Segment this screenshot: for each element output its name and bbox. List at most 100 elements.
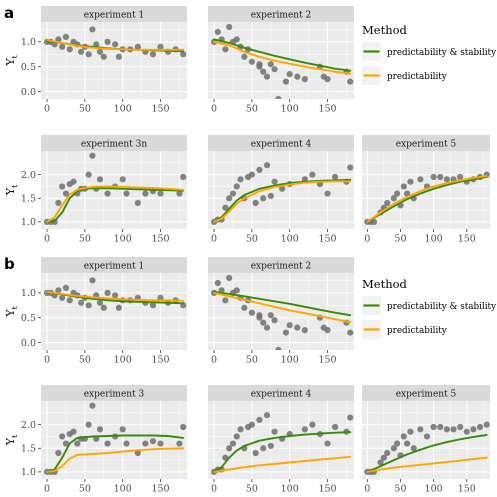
x-tick-label: 50 bbox=[246, 484, 258, 495]
fit-lines bbox=[213, 38, 352, 75]
x-tick-label: 150 bbox=[458, 484, 476, 495]
facet-title: experiment 2 bbox=[251, 11, 312, 21]
data-point bbox=[470, 426, 477, 433]
data-point bbox=[437, 173, 444, 181]
data-point bbox=[157, 43, 164, 50]
y-axis-label-subscript: t bbox=[10, 435, 19, 438]
data-point bbox=[377, 459, 384, 466]
x-tick-label: 50 bbox=[246, 234, 258, 245]
y-axis-label-subscript: t bbox=[10, 55, 19, 58]
data-point bbox=[271, 178, 278, 185]
data-point bbox=[233, 287, 240, 294]
y-axis-label-main: Y bbox=[4, 58, 17, 67]
gridlines bbox=[362, 151, 490, 229]
y-tick-label: 1.5 bbox=[21, 194, 36, 205]
plot-area bbox=[41, 401, 187, 479]
data-point bbox=[89, 26, 96, 33]
data-point bbox=[394, 190, 401, 197]
y-axis-label-main: Y bbox=[4, 309, 17, 318]
data-point bbox=[74, 440, 81, 447]
series-line-predictability-stability bbox=[213, 290, 352, 317]
x-tick-label: 0 bbox=[211, 234, 217, 245]
data-point bbox=[476, 423, 484, 431]
x-tick-label: 50 bbox=[394, 234, 406, 245]
data-point bbox=[403, 440, 411, 447]
data-point bbox=[248, 309, 255, 316]
data-point bbox=[104, 190, 111, 197]
data-point bbox=[59, 43, 66, 50]
data-point bbox=[437, 423, 444, 431]
facet-4: experiment 4 0 50 100 150 bbox=[208, 135, 354, 245]
y-axis: 0.00.51.0Yt bbox=[4, 37, 41, 98]
data-point bbox=[260, 195, 267, 202]
x-tick-label: 0 bbox=[44, 484, 50, 495]
fit-lines bbox=[366, 434, 488, 473]
x-tick-label: 100 bbox=[425, 484, 443, 495]
data-point bbox=[463, 428, 470, 435]
data-point bbox=[263, 162, 271, 169]
data-point bbox=[123, 440, 130, 447]
y-axis-label: Yt bbox=[4, 185, 19, 196]
x-axis: 0 50 100 150 bbox=[44, 350, 170, 366]
data-point bbox=[347, 414, 354, 421]
series-line-predictability-stability bbox=[213, 38, 352, 72]
series-line-predictability-stability bbox=[366, 176, 488, 223]
x-tick-label: 150 bbox=[318, 104, 336, 115]
data-point bbox=[275, 346, 282, 350]
x-tick-label: 50 bbox=[246, 355, 258, 366]
x-axis: 0 50 100 150 bbox=[364, 229, 476, 245]
facet-strip bbox=[41, 385, 187, 401]
data-point bbox=[96, 426, 104, 433]
data-point bbox=[176, 440, 183, 447]
y-axis-label-main: Y bbox=[4, 187, 17, 196]
data-point bbox=[390, 445, 397, 452]
series-line-predictability bbox=[46, 185, 185, 223]
facet-strip bbox=[208, 385, 354, 401]
data-point bbox=[400, 183, 407, 190]
legend: Method predictability & stability predicta… bbox=[362, 277, 496, 339]
data-point bbox=[226, 274, 233, 282]
data-point bbox=[89, 402, 96, 409]
data-point bbox=[263, 73, 271, 80]
data-point bbox=[410, 445, 417, 452]
data-point bbox=[417, 426, 424, 433]
data-point bbox=[237, 176, 244, 183]
data-point bbox=[226, 23, 233, 31]
facet-5: experiment 5 0 50 100 150 bbox=[362, 135, 490, 245]
y-tick-label: 1.5 bbox=[21, 444, 36, 455]
data-point bbox=[407, 428, 414, 435]
x-axis: 0 50 100 150 bbox=[44, 479, 170, 495]
facet-strip bbox=[362, 135, 490, 151]
data-point bbox=[267, 192, 274, 200]
facet-strip bbox=[41, 257, 187, 273]
legend-label: predictability bbox=[387, 326, 447, 336]
facet-5: experiment 5 0 50 100 150 bbox=[362, 385, 490, 495]
x-tick-label: 0 bbox=[44, 234, 50, 245]
data-point bbox=[55, 199, 62, 207]
data-point bbox=[77, 48, 85, 55]
data-point bbox=[142, 190, 149, 197]
data-point bbox=[384, 199, 391, 207]
data-point bbox=[233, 433, 240, 440]
x-tick-label: 150 bbox=[318, 355, 336, 366]
data-point bbox=[430, 173, 437, 181]
data-point bbox=[70, 178, 77, 185]
data-point bbox=[324, 327, 331, 334]
data-point bbox=[457, 423, 464, 431]
x-tick-label: 100 bbox=[281, 355, 299, 366]
x-tick-label: 150 bbox=[458, 234, 476, 245]
facet-strip bbox=[362, 385, 490, 401]
data-point bbox=[324, 440, 331, 447]
data-point bbox=[309, 171, 316, 178]
data-point bbox=[260, 445, 267, 452]
data-point bbox=[59, 433, 66, 440]
x-tick-label: 100 bbox=[425, 234, 443, 245]
data-point bbox=[62, 190, 70, 197]
data-point bbox=[157, 440, 164, 447]
data-point bbox=[96, 299, 104, 306]
legend-label: predictability bbox=[387, 72, 447, 82]
data-point bbox=[96, 48, 104, 55]
data-point bbox=[301, 327, 308, 334]
panel-letter: b bbox=[4, 255, 15, 273]
